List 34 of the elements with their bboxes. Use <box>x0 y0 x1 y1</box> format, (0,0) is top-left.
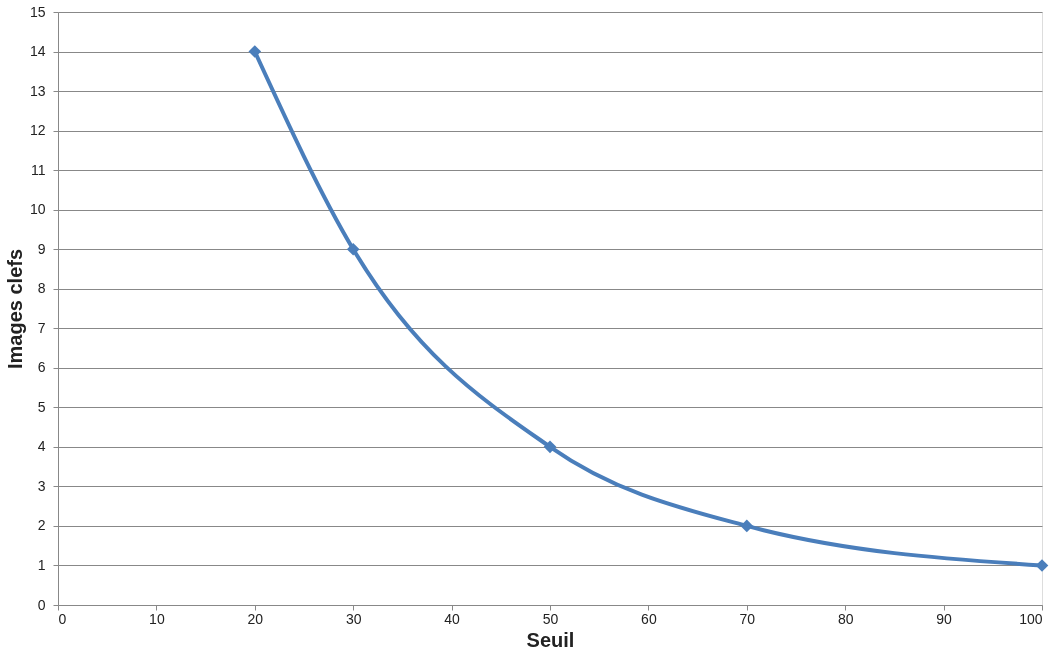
x-tick-label: 40 <box>444 610 461 627</box>
x-tick-label: 20 <box>247 610 264 627</box>
y-tick-label: 2 <box>37 517 46 534</box>
y-tick-label: 1 <box>37 556 46 573</box>
x-tick-label: 60 <box>641 610 657 627</box>
point <box>248 45 262 58</box>
x-tick-label: 10 <box>149 610 165 627</box>
y-tick-label: 12 <box>29 122 46 139</box>
y-tick-label: 0 <box>37 596 46 613</box>
y-tick-label: 14 <box>29 43 46 60</box>
x-tick-label: 50 <box>542 610 559 627</box>
y-tick-label: 13 <box>29 82 46 99</box>
y-tick-label: 9 <box>37 240 46 257</box>
y-tick-label: 6 <box>37 359 46 376</box>
x-tick-label: 100 <box>1019 610 1043 627</box>
y-axis-title: Images clefs <box>3 248 26 370</box>
x-tick-label: 90 <box>936 610 953 627</box>
point <box>740 519 754 533</box>
y-tick-label: 5 <box>37 398 46 415</box>
x-tick-label: 30 <box>345 610 362 627</box>
point <box>543 440 557 454</box>
x-tick-label: 80 <box>837 610 854 627</box>
point <box>1035 559 1049 572</box>
y-tick-label: 4 <box>37 438 46 455</box>
y-tick-label: 10 <box>29 201 46 218</box>
x-axis-title: Seuil <box>526 628 575 651</box>
point <box>346 242 360 256</box>
x-tick-label: 70 <box>739 610 756 627</box>
y-tick-label: 11 <box>30 161 46 178</box>
y-tick-label: 15 <box>29 3 46 20</box>
x-tick-label: 0 <box>58 610 67 627</box>
y-tick-label: 8 <box>37 280 46 297</box>
y-tick-label: 3 <box>37 477 46 494</box>
y-tick-label: 7 <box>37 319 46 336</box>
